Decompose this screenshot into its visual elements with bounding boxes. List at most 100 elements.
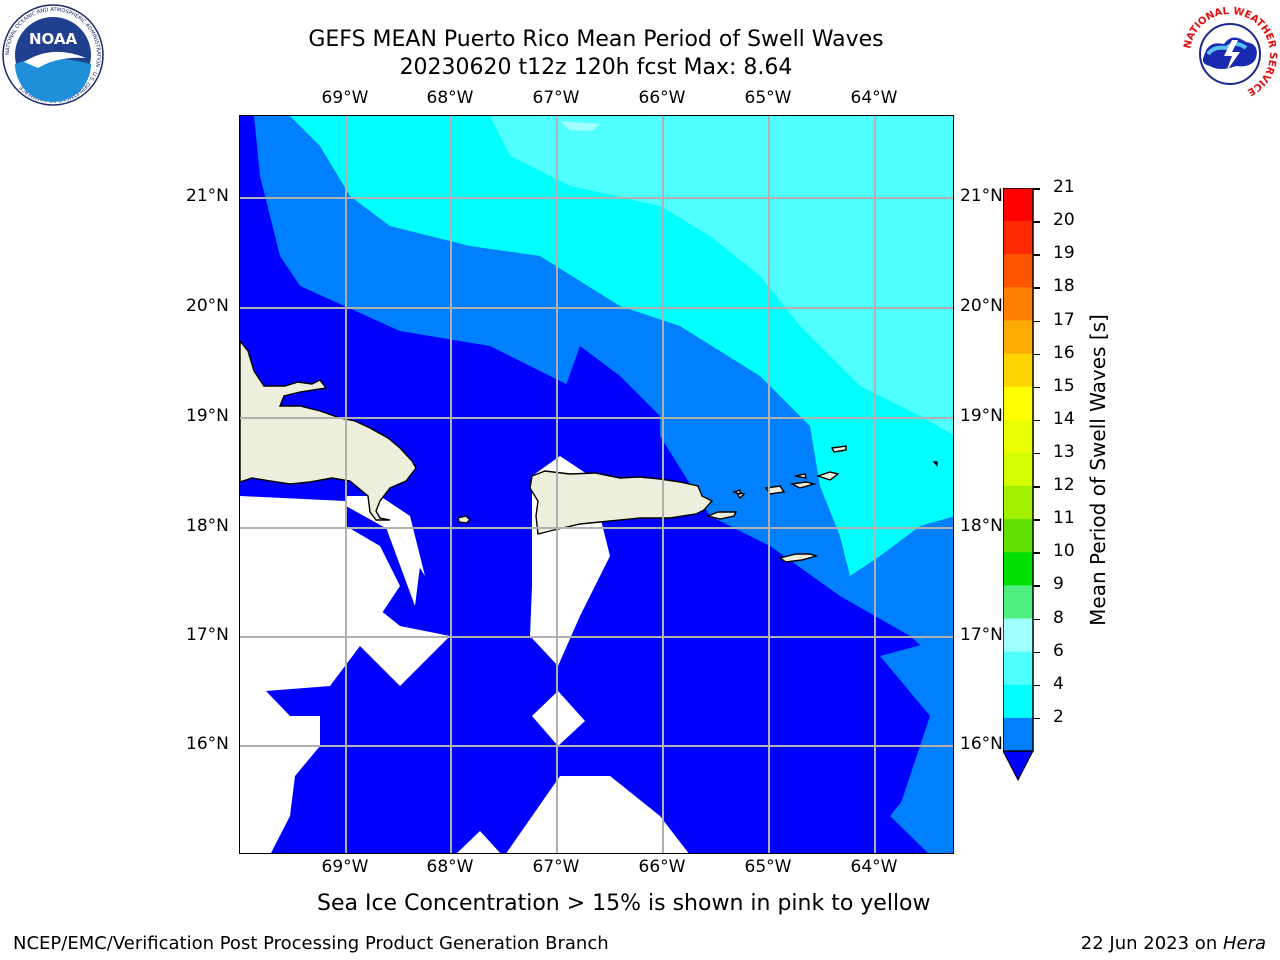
colorbar-frame	[1003, 188, 1034, 752]
lat-label-right: 20°N	[960, 296, 1003, 316]
colorbar-tick-mark	[1033, 353, 1040, 356]
colorbar-tick-mark	[1033, 287, 1040, 289]
colorbar-segment	[1003, 486, 1033, 520]
colorbar-tick-mark	[1033, 684, 1040, 687]
contour-below-2	[555, 346, 660, 461]
hispaniola-land	[240, 339, 417, 521]
colorbar-segment	[1003, 452, 1033, 487]
lon-label-bottom: 68°W	[426, 857, 474, 877]
colorbar-segment	[1003, 552, 1033, 586]
lon-label-bottom: 67°W	[532, 857, 580, 877]
land	[240, 339, 938, 563]
colorbar-tick-mark	[1033, 320, 1040, 322]
lon-label-top: 68°W	[426, 88, 474, 108]
colorbar-segment	[1003, 651, 1033, 686]
credit-text: NCEP/EMC/Verification Post Processing Pr…	[13, 933, 609, 954]
colorbar-under-triangle	[1003, 750, 1034, 782]
no-data-area	[506, 776, 689, 853]
colorbar-tick-label: 17	[1053, 309, 1075, 330]
colorbar-segment	[1003, 684, 1033, 719]
date-stamp: 22 Jun 2023 on Hera	[1081, 933, 1266, 954]
chart-title: GEFS MEAN Puerto Rico Mean Period of Swe…	[308, 27, 884, 52]
lon-label-top: 65°W	[744, 88, 792, 108]
lon-label-top: 69°W	[321, 88, 369, 108]
colorbar-tick-label: 15	[1053, 375, 1075, 396]
lon-label-top: 67°W	[532, 88, 580, 108]
small-island-land	[932, 461, 938, 467]
st-croix-land	[778, 553, 819, 563]
colorbar-tick-label: 11	[1053, 508, 1075, 529]
no-data-area	[346, 496, 425, 576]
lat-label-right: 19°N	[960, 406, 1003, 426]
colorbar-segment	[1003, 254, 1033, 288]
graticule	[240, 116, 953, 853]
colorbar-tick-mark	[1033, 188, 1040, 190]
colorbar-segments	[1003, 188, 1033, 752]
lat-label-right: 16°N	[960, 734, 1003, 754]
lat-label-left: 18°N	[186, 516, 229, 536]
colorbar-tick-label: 8	[1053, 607, 1064, 628]
colorbar-tick-label: 12	[1053, 475, 1075, 496]
colorbar-tick-mark	[1033, 221, 1040, 223]
lat-label-left: 19°N	[186, 406, 229, 426]
lon-label-bottom: 69°W	[321, 857, 369, 877]
no-data-areas	[240, 456, 689, 853]
colorbar-tick-mark	[1033, 452, 1040, 455]
lat-label-left: 21°N	[186, 186, 229, 206]
colorbar-tick-mark	[1033, 519, 1040, 521]
svg-text:NOAA: NOAA	[29, 30, 78, 48]
chart-subtitle: 20230620 t12z 120h fcst Max: 8.64	[399, 55, 793, 80]
lon-label-bottom: 64°W	[850, 857, 898, 877]
colorbar-tick-mark	[1033, 717, 1040, 720]
colorbar-segment	[1003, 221, 1033, 255]
noaa-logo: NATIONAL OCEANIC AND ATMOSPHERIC ADMINIS…	[2, 4, 104, 106]
tortola-land	[789, 481, 817, 489]
colorbar-tick-mark	[1033, 254, 1040, 256]
host-name: Hera	[1222, 933, 1266, 954]
no-data-area	[240, 496, 420, 853]
lat-label-right: 21°N	[960, 186, 1003, 206]
colorbar-segment	[1003, 419, 1033, 454]
colorbar-tick-mark	[1033, 585, 1040, 587]
vieques-land	[705, 511, 738, 520]
colorbar-segment	[1003, 519, 1033, 553]
sea-ice-note: Sea Ice Concentration > 15% is shown in …	[317, 891, 931, 916]
colorbar-tick-mark	[1033, 419, 1040, 422]
contour-8-10	[560, 121, 600, 131]
colorbar-tick-label: 16	[1053, 342, 1075, 363]
colorbar-segment	[1003, 386, 1033, 421]
colorbar-tick-label: 21	[1053, 177, 1075, 197]
small-island-land	[731, 489, 741, 495]
small-island-land	[794, 473, 807, 479]
lat-label-right: 17°N	[960, 625, 1003, 645]
colorbar-tick-label: 4	[1053, 673, 1064, 694]
lat-label-left: 17°N	[186, 625, 229, 645]
colorbar-tick-label: 6	[1053, 640, 1064, 661]
colorbar-label: Mean Period of Swell Waves [s]	[1086, 314, 1110, 626]
lat-label-left: 16°N	[186, 734, 229, 754]
anegada-land	[830, 445, 847, 453]
date-text: 22 Jun 2023 on	[1080, 933, 1223, 954]
colorbar	[1003, 188, 1034, 782]
swell-period-map	[239, 115, 954, 854]
lon-label-bottom: 65°W	[744, 857, 792, 877]
no-data-area	[457, 831, 501, 853]
colorbar-segment	[1003, 717, 1033, 752]
colorbar-tick-label: 9	[1053, 574, 1064, 595]
lon-label-bottom: 66°W	[638, 857, 686, 877]
no-data-area	[532, 691, 585, 746]
colorbar-tick-label: 14	[1053, 408, 1075, 429]
colorbar-tick-label: 18	[1053, 276, 1075, 297]
colorbar-segment	[1003, 320, 1033, 355]
nws-logo: NATIONAL WEATHER SERVICE	[1182, 6, 1278, 102]
virgin-gorda-land	[815, 471, 840, 481]
colorbar-segment	[1003, 188, 1033, 222]
colorbar-segment	[1003, 353, 1033, 388]
mona-island-land	[457, 515, 472, 524]
colorbar-tick-label: 13	[1053, 441, 1075, 462]
lat-label-right: 18°N	[960, 516, 1003, 536]
colorbar-tick-label: 10	[1053, 541, 1075, 562]
contour-6-8	[490, 116, 953, 435]
lon-label-top: 66°W	[638, 88, 686, 108]
